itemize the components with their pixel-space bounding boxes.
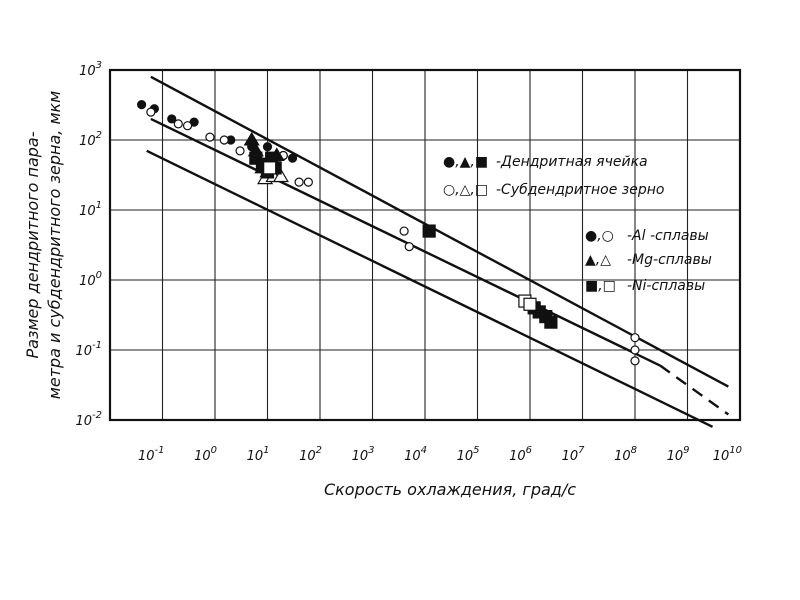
y-tick-label: 101 xyxy=(79,200,102,219)
legend-subdendritic-symbols: ○,△,□ xyxy=(443,182,488,198)
legend-dendritic-symbols: ●,▲,■ xyxy=(443,154,488,170)
legend-mg-symbols: ▲,△ xyxy=(585,252,611,268)
y-tick-label: 10-2 xyxy=(75,410,102,429)
data-point-circle-open xyxy=(235,146,245,156)
data-point-circle-open xyxy=(630,356,640,366)
x-tick-label: 108 xyxy=(614,445,637,464)
grid xyxy=(110,70,740,420)
x-tick-label: 10-1 xyxy=(138,445,165,464)
x-tick-label: 105 xyxy=(457,445,480,464)
x-tick-label: 100 xyxy=(194,445,217,464)
data-point-circle-filled xyxy=(137,100,147,110)
x-tick-label: 109 xyxy=(667,445,690,464)
data-point-triangle-open xyxy=(272,168,289,183)
y-tick-label: 103 xyxy=(79,60,102,79)
x-tick-labels: 10-1 100 101 102 103 104 105 106 107 108 109 1010 xyxy=(138,445,742,464)
x-tick-label: 104 xyxy=(404,445,427,464)
plot-frame xyxy=(108,68,742,422)
data-point-circle-open xyxy=(399,226,409,236)
data-points xyxy=(137,100,640,366)
trend-line xyxy=(146,149,714,428)
data-point-circle-open xyxy=(219,135,229,145)
data-point-circle-open xyxy=(294,177,304,187)
trend-line xyxy=(659,364,730,416)
x-axis-title: Скорость охлаждения, град/с xyxy=(324,480,576,499)
x-tick-label: 106 xyxy=(509,445,532,464)
data-point-triangle-filled xyxy=(243,131,260,146)
y-axis-title-line2: метра и субдендритного зерна, мкм xyxy=(45,91,64,399)
trend-line xyxy=(150,117,661,367)
data-point-circle-filled xyxy=(287,153,298,163)
data-point-circle-open xyxy=(205,132,215,142)
data-point-circle-open xyxy=(173,119,183,129)
data-point-circle-open xyxy=(182,121,193,131)
data-point-circle-open xyxy=(404,242,414,252)
y-tick-labels: 103 102 101 100 10-1 10-2 xyxy=(75,60,102,429)
y-tick-label: 10-1 xyxy=(75,340,102,359)
x-tick-label: 1010 xyxy=(713,445,742,464)
x-tick-label: 102 xyxy=(299,445,322,464)
legend-dendritic-label: -Дендритная ячейка xyxy=(496,154,648,170)
data-point-circle-open xyxy=(630,333,640,343)
data-point-circle-filled xyxy=(167,114,177,124)
legend-mg-label: -Mg-сплавы xyxy=(627,252,712,268)
x-tick-label: 101 xyxy=(247,445,270,464)
data-point-square-filled xyxy=(422,224,436,238)
data-point-square-open xyxy=(523,297,537,311)
legend-ni-label: -Ni-сплавы xyxy=(627,278,705,294)
y-axis-title-line1: Размер дендритного пара- xyxy=(23,131,42,358)
x-tick-label: 107 xyxy=(562,445,586,464)
data-point-circle-filled xyxy=(262,142,273,152)
data-point-square-filled xyxy=(544,315,558,329)
y-tick-label: 102 xyxy=(79,130,102,149)
data-point-circle-open xyxy=(146,107,156,117)
data-point-circle-open xyxy=(303,177,313,187)
legend-subdendritic-label: -Субдендритное зерно xyxy=(496,182,664,198)
legend: ●,▲,■ -Дендритная ячейка ○,△,□ -Субдендр… xyxy=(443,154,712,294)
y-tick-label: 100 xyxy=(79,270,102,289)
legend-al-symbols: ●,○ xyxy=(585,228,614,244)
data-point-square-open xyxy=(263,161,277,175)
x-tick-label: 103 xyxy=(352,445,375,464)
legend-al-label: -Al -сплавы xyxy=(627,228,709,244)
data-point-circle-open xyxy=(630,345,640,355)
legend-ni-symbols: ■,□ xyxy=(585,278,616,294)
